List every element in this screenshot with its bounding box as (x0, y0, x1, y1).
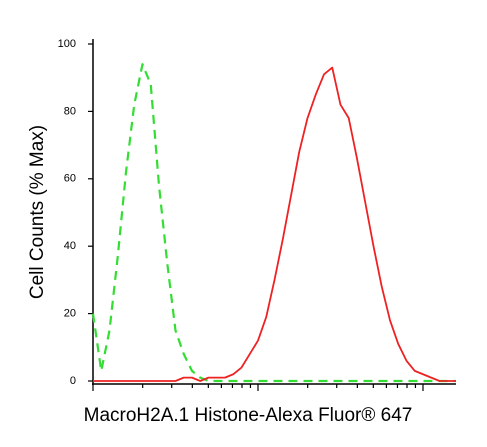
y-tick-label: 0 (70, 375, 76, 387)
y-axis-label: Cell Counts (% Max) (27, 125, 48, 299)
x-axis-label: MacroH2A.1 Histone-Alexa Fluor® 647 (84, 405, 413, 426)
y-tick-label: 80 (64, 105, 76, 117)
y-tick-label: 60 (64, 173, 76, 185)
y-tick-label: 40 (64, 240, 76, 252)
series-line (93, 66, 456, 382)
y-tick-label: 20 (64, 308, 76, 320)
series-line (91, 63, 456, 383)
y-tick-label: 100 (58, 38, 76, 50)
